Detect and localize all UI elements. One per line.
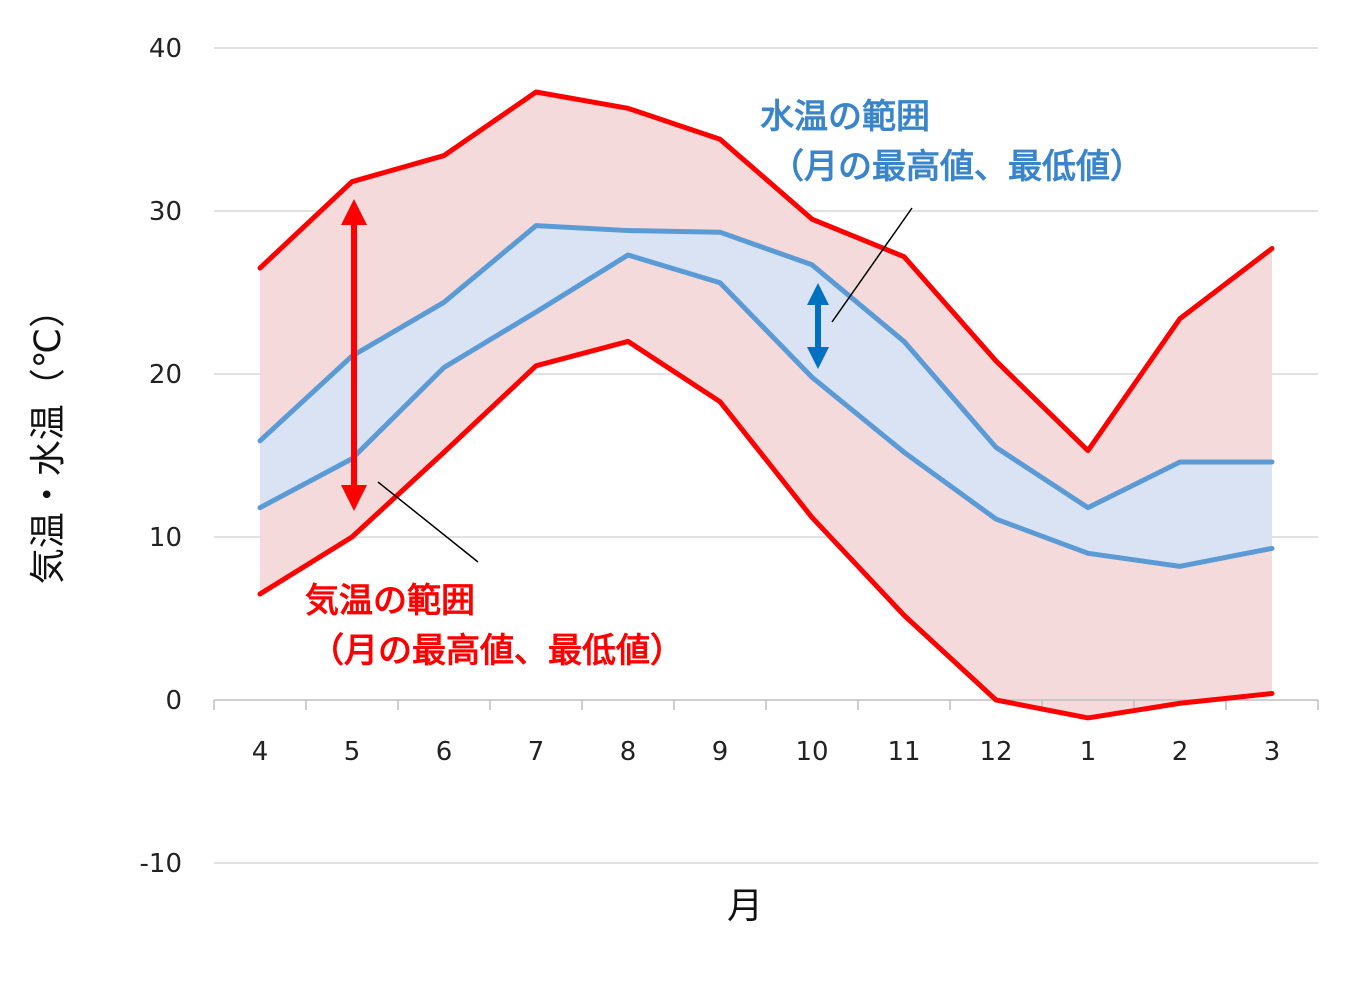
x-tick-label: 10 — [795, 737, 828, 767]
air-range-annotation-line1: 気温の範囲 — [305, 581, 475, 621]
air-annotation-leader-line — [377, 481, 479, 563]
y-tick-label: 30 — [149, 197, 182, 227]
water-range-annotation-line2: （月の最高値、最低値） — [770, 147, 1144, 187]
x-tick-label: 8 — [620, 737, 637, 767]
x-tick-label: 1 — [1080, 737, 1097, 767]
y-tick-label: 40 — [149, 34, 182, 64]
x-tick-label: 5 — [344, 737, 361, 767]
x-tick-label: 6 — [436, 737, 453, 767]
x-tick-label: 7 — [528, 737, 545, 767]
series-line-0 — [257, 89, 1275, 454]
callout-markers — [341, 199, 913, 563]
water-annotation-leader-line — [831, 207, 913, 323]
series-line-3 — [257, 252, 1275, 569]
y-tick-label: 0 — [165, 686, 182, 716]
series-line-2 — [257, 223, 1275, 511]
y-tick-label: 10 — [149, 523, 182, 553]
x-tick-label: 9 — [712, 737, 729, 767]
water-temperature-range-fill — [260, 225, 1272, 567]
x-axis-title: 月 — [727, 886, 763, 927]
series-line-1 — [257, 338, 1275, 721]
x-tick-label: 11 — [887, 737, 920, 767]
x-tick-label: 3 — [1264, 737, 1281, 767]
series-lines — [257, 89, 1275, 721]
x-tick-labels: 4 5 6 7 8 9 10 11 12 1 2 3 — [252, 737, 1281, 767]
y-axis-title: 気温・水温（℃） — [28, 292, 69, 584]
y-tick-label: -10 — [140, 849, 182, 879]
x-tick-label: 12 — [979, 737, 1012, 767]
air-range-annotation-line2: （月の最高値、最低値） — [310, 631, 684, 671]
y-tick-label: 20 — [149, 360, 182, 390]
range-fills — [260, 92, 1272, 718]
x-tick-label: 4 — [252, 737, 269, 767]
x-tick-label: 2 — [1172, 737, 1189, 767]
water-range-annotation-line1: 水温の範囲 — [760, 97, 930, 137]
y-tick-labels: -10 0 10 20 30 40 — [140, 34, 182, 879]
